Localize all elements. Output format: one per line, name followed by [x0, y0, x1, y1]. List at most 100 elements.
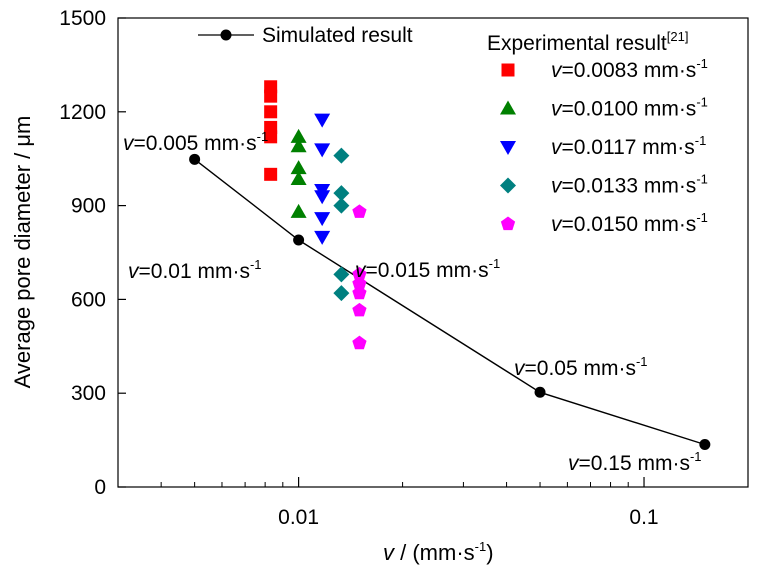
- experimental-point-2: [290, 128, 307, 143]
- annotation-text: =0.015 mm·s: [366, 259, 489, 282]
- legend-label-text: =0.0083 mm·s: [562, 59, 697, 82]
- experimental-point-1: [264, 105, 278, 119]
- experimental-point-3: [314, 143, 331, 158]
- x-tick-label: 0.1: [629, 506, 658, 529]
- legend-label-var: v: [551, 98, 563, 121]
- legend-label-text: =0.0100 mm·s: [562, 98, 697, 121]
- annotation-3: v=0.015 mm·s-1: [355, 256, 500, 282]
- experimental-point-3: [314, 183, 331, 198]
- legend-label-text: =0.0133 mm·s: [562, 175, 697, 198]
- legend-label-sup: -1: [696, 172, 708, 187]
- experimental-point-2: [290, 171, 307, 186]
- experimental-point-2: [290, 203, 307, 218]
- experimental-point-4: [333, 285, 350, 302]
- simulated-series: [189, 153, 711, 450]
- annotation-var: v: [355, 259, 367, 282]
- annotation-text: =0.01 mm·s: [139, 260, 250, 283]
- y-tick-label: 600: [71, 288, 106, 311]
- annotation-var: v: [568, 452, 580, 475]
- experimental-point-1: [264, 80, 278, 94]
- legend-label-text: =0.0150 mm·s: [562, 213, 697, 236]
- x-axis-close: ): [486, 540, 493, 565]
- annotation-sup: -1: [489, 256, 501, 271]
- simulated-point: [293, 234, 305, 246]
- annotation-var: v: [514, 357, 526, 380]
- experimental-point-5: [352, 302, 367, 317]
- experimental-point-3: [314, 230, 331, 245]
- legend-marker-2: [500, 100, 516, 115]
- legend-experimental-title-text: Experimental result: [487, 32, 667, 55]
- y-tick-label: 1200: [59, 101, 106, 124]
- y-tick-label: 1500: [59, 7, 106, 30]
- x-tick-label: 0.01: [278, 506, 319, 529]
- annotations: v=0.005 mm·s-1v=0.01 mm·s-1 v=0.015 mm·s-…: [123, 129, 702, 475]
- legend-experimental: v=0.0083 mm·s-1v=0.0100 mm·s-1v=0.0117 m…: [500, 56, 708, 236]
- annotation-sup: -1: [257, 129, 269, 144]
- legend-label-sup: -1: [696, 210, 708, 225]
- legend-label-sup: -1: [695, 133, 707, 148]
- annotation-4: v=0.05 mm·s-1: [514, 354, 648, 380]
- legend-label-var: v: [551, 175, 563, 198]
- experimental-point-2: [290, 138, 307, 153]
- experimental-series: [264, 80, 367, 350]
- legend-label-5: v=0.0150 mm·s-1: [551, 210, 708, 236]
- legend-simulated-label: Simulated result: [262, 24, 413, 47]
- annotation-text: =0.05 mm·s: [525, 357, 636, 380]
- legend-marker-3: [500, 141, 516, 155]
- annotation-sup: -1: [250, 257, 262, 272]
- experimental-point-4: [333, 266, 350, 283]
- plot-frame: [117, 17, 749, 488]
- legend-label-var: v: [551, 136, 563, 159]
- legend-simulated: Simulated result: [198, 24, 413, 47]
- experimental-point-4: [333, 185, 350, 202]
- experimental-point-5: [352, 335, 367, 350]
- legend-label-4: v=0.0133 mm·s-1: [551, 172, 708, 198]
- y-axis-title: Average pore diameter / μm: [10, 116, 35, 389]
- annotation-5: v=0.15 mm·s-1: [568, 449, 702, 475]
- legend-label-sup: -1: [696, 95, 708, 110]
- legend-marker-4: [500, 177, 516, 194]
- experimental-point-5: [352, 266, 367, 281]
- experimental-point-3: [314, 212, 331, 227]
- annotation-var: v: [128, 260, 140, 283]
- legend-marker-5: [500, 216, 516, 231]
- experimental-point-4: [333, 197, 350, 214]
- x-axis-sup: -1: [475, 539, 487, 554]
- legend-label-text: =0.0117 mm·s: [562, 136, 695, 159]
- legend-label-sup: -1: [696, 56, 708, 71]
- legend-label-2: v=0.0100 mm·s-1: [551, 95, 708, 121]
- legend-label-var: v: [551, 59, 563, 82]
- x-axis-title: v / (mm·s-1): [383, 539, 494, 565]
- annotation-sup: -1: [690, 449, 702, 464]
- legend-label-1: v=0.0083 mm·s-1: [551, 56, 708, 82]
- legend-experimental-title-sup: [21]: [667, 29, 689, 44]
- legend-simulated-marker: [220, 29, 232, 41]
- y-tick-label: 300: [71, 382, 106, 405]
- axis-ticks: 0 300 600 900 1200 1500 0.01 0.1: [59, 7, 749, 529]
- experimental-point-3: [314, 113, 331, 128]
- annotation-text: =0.15 mm·s: [579, 452, 690, 475]
- experimental-point-1: [264, 120, 278, 134]
- simulated-line: [194, 158, 706, 446]
- experimental-point-4: [333, 147, 350, 164]
- legend-label-3: v=0.0117 mm·s-1: [551, 133, 706, 159]
- annotation-var: v: [123, 132, 135, 155]
- y-tick-label: 900: [71, 195, 106, 218]
- experimental-point-1: [264, 167, 278, 181]
- x-axis-unit: / (mm·s: [394, 540, 475, 565]
- experimental-point-2: [290, 160, 307, 175]
- simulated-point: [534, 386, 546, 398]
- annotation-1: v=0.005 mm·s-1: [123, 129, 268, 155]
- experimental-point-5: [352, 204, 367, 218]
- legend-label-var: v: [551, 213, 563, 236]
- annotation-sup: -1: [636, 354, 648, 369]
- simulated-point: [189, 153, 201, 165]
- x-axis-var: v: [383, 540, 396, 565]
- legend-experimental-title: Experimental result[21]: [487, 29, 688, 55]
- annotation-2: v=0.01 mm·s-1: [128, 257, 262, 283]
- legend-marker-1: [501, 63, 515, 77]
- annotation-text: =0.005 mm·s: [134, 132, 257, 155]
- simulated-point: [699, 438, 711, 450]
- y-tick-label: 0: [94, 476, 106, 499]
